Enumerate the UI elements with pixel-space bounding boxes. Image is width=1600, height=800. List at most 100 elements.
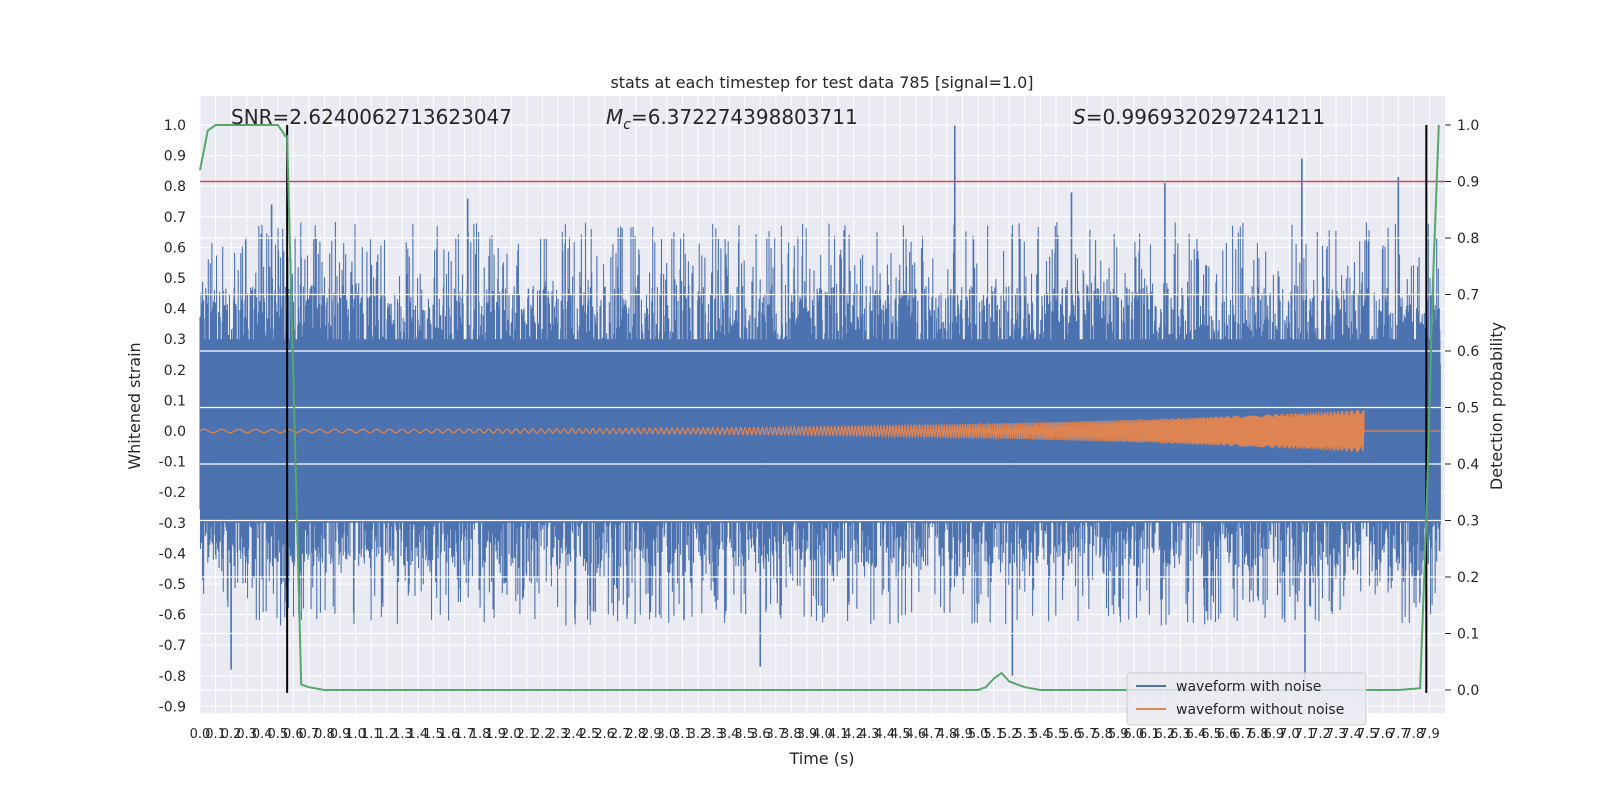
y-tick-label: 0.3 [164,332,186,348]
x-tick-label: 3.8 [781,727,802,742]
x-tick-label: 0.0 [190,727,211,742]
y-tick-label: -0.5 [159,577,186,593]
y-tick-label: -0.2 [159,485,186,501]
x-axis-ticks: 0.00.10.20.30.40.50.60.70.80.91.01.11.21… [190,727,1440,742]
x-tick-label: 7.9 [1419,727,1440,742]
y-tick-label: 0.8 [164,179,186,195]
x-axis-label: Time (s) [788,749,854,768]
overlay-lines [200,125,1445,693]
legend: waveform with noise waveform without noi… [1126,672,1367,726]
x-tick-label: 0.9 [330,727,351,742]
x-tick-label: 3.1 [672,727,693,742]
x-tick-label: 4.3 [859,727,880,742]
legend-box [1126,672,1367,726]
x-tick-label: 1.5 [423,727,444,742]
x-tick-label: 4.2 [843,727,864,742]
y-axis-label: Whitened strain [125,342,144,469]
x-tick-label: 5.7 [1077,727,1098,742]
x-tick-label: 4.0 [812,727,833,742]
x-tick-label: 7.0 [1279,727,1300,742]
chart-title: stats at each timestep for test data 785… [610,73,1033,92]
x-tick-label: 6.5 [1201,727,1222,742]
series-waveform-without-noise [199,409,1441,452]
x-tick-label: 6.0 [1123,727,1144,742]
x-tick-label: 2.0 [501,727,522,742]
x-tick-label: 3.0 [657,727,678,742]
x-tick-label: 0.5 [267,727,288,742]
x-tick-label: 7.3 [1326,727,1347,742]
x-tick-label: 2.2 [532,727,553,742]
y2-tick-label: 0.0 [1457,683,1479,699]
snr-annotation: SNR=2.6240062713623047 [231,105,512,129]
s-value: =0.9969320297241211 [1086,105,1325,129]
y2-tick-label: 0.2 [1457,570,1479,586]
x-tick-label: 3.3 [703,727,724,742]
x-tick-label: 6.7 [1232,727,1253,742]
x-tick-label: 2.5 [579,727,600,742]
s-annotation: S=0.9969320297241211 [1073,105,1325,129]
x-tick-label: 3.2 [688,727,709,742]
x-tick-label: 7.2 [1310,727,1331,742]
x-tick-label: 6.4 [1186,727,1207,742]
y-tick-label: 0.9 [164,149,186,165]
x-tick-label: 3.9 [797,727,818,742]
x-tick-label: 2.1 [516,727,537,742]
y-tick-label: -0.4 [159,546,186,562]
x-tick-label: 3.6 [750,727,771,742]
x-tick-label: 7.7 [1388,727,1409,742]
y2-tick-label: 1.0 [1457,118,1479,134]
x-tick-label: 1.7 [454,727,475,742]
x-tick-label: 5.8 [1092,727,1113,742]
y-tick-label: 0.2 [164,363,186,379]
x-tick-label: 3.4 [719,727,740,742]
x-tick-label: 6.3 [1170,727,1191,742]
y-tick-label: 0.1 [164,393,186,409]
y2-tick-label: 0.7 [1457,288,1479,304]
y-tick-label: -0.1 [159,455,186,471]
legend-label-clean: waveform without noise [1176,702,1344,718]
x-tick-label: 2.6 [594,727,615,742]
x-tick-label: 7.8 [1404,727,1425,742]
x-tick-label: 6.2 [1155,727,1176,742]
x-tick-label: 0.3 [236,727,257,742]
y-tick-label: -0.7 [159,638,186,654]
y-tick-label: 0.7 [164,210,186,226]
x-tick-label: 2.8 [625,727,646,742]
x-tick-label: 2.4 [563,727,584,742]
y2-tick-label: 0.9 [1457,175,1479,191]
x-tick-label: 5.5 [1046,727,1067,742]
x-tick-label: 1.0 [345,727,366,742]
mc-value: =6.372274398803711 [631,105,858,129]
x-tick-label: 5.4 [1030,727,1051,742]
mc-annotation: Mc=6.372274398803711 [606,105,858,133]
x-tick-label: 1.6 [439,727,460,742]
y-tick-label: 0.4 [164,302,186,318]
x-tick-label: 0.4 [252,727,273,742]
y-tick-label: 0.0 [164,424,186,440]
x-tick-label: 6.8 [1248,727,1269,742]
x-tick-label: 7.6 [1372,727,1393,742]
x-tick-label: 2.3 [548,727,569,742]
x-tick-label: 0.1 [205,727,226,742]
y2-tick-label: 0.6 [1457,344,1479,360]
x-tick-label: 4.8 [937,727,958,742]
legend-label-noisy: waveform with noise [1176,679,1321,695]
y2-axis-label: Detection probability [1487,322,1506,490]
x-tick-label: 4.5 [890,727,911,742]
x-tick-label: 5.9 [1108,727,1129,742]
mc-symbol: M [606,105,623,129]
y2-tick-label: 0.3 [1457,514,1479,530]
x-tick-label: 6.6 [1217,727,1238,742]
y-tick-label: 1.0 [164,118,186,134]
y2-tick-label: 0.5 [1457,401,1479,417]
x-tick-label: 6.9 [1263,727,1284,742]
y2-axis-ticks: 1.0 0.9 0.8 0.7 0.6 0.5 0.4 0.3 0.2 0.1 0.0 [1445,118,1479,699]
mc-subscript: c [623,117,631,133]
x-tick-label: 5.6 [1061,727,1082,742]
x-tick-label: 1.4 [408,727,429,742]
x-tick-label: 3.7 [765,727,786,742]
x-tick-label: 2.9 [641,727,662,742]
x-tick-label: 0.6 [283,727,304,742]
y-axis-ticks: 1.0 0.9 0.8 0.7 0.6 0.5 0.4 0.3 0.2 0.1 0.0 -0.1 -0.… [159,118,186,715]
